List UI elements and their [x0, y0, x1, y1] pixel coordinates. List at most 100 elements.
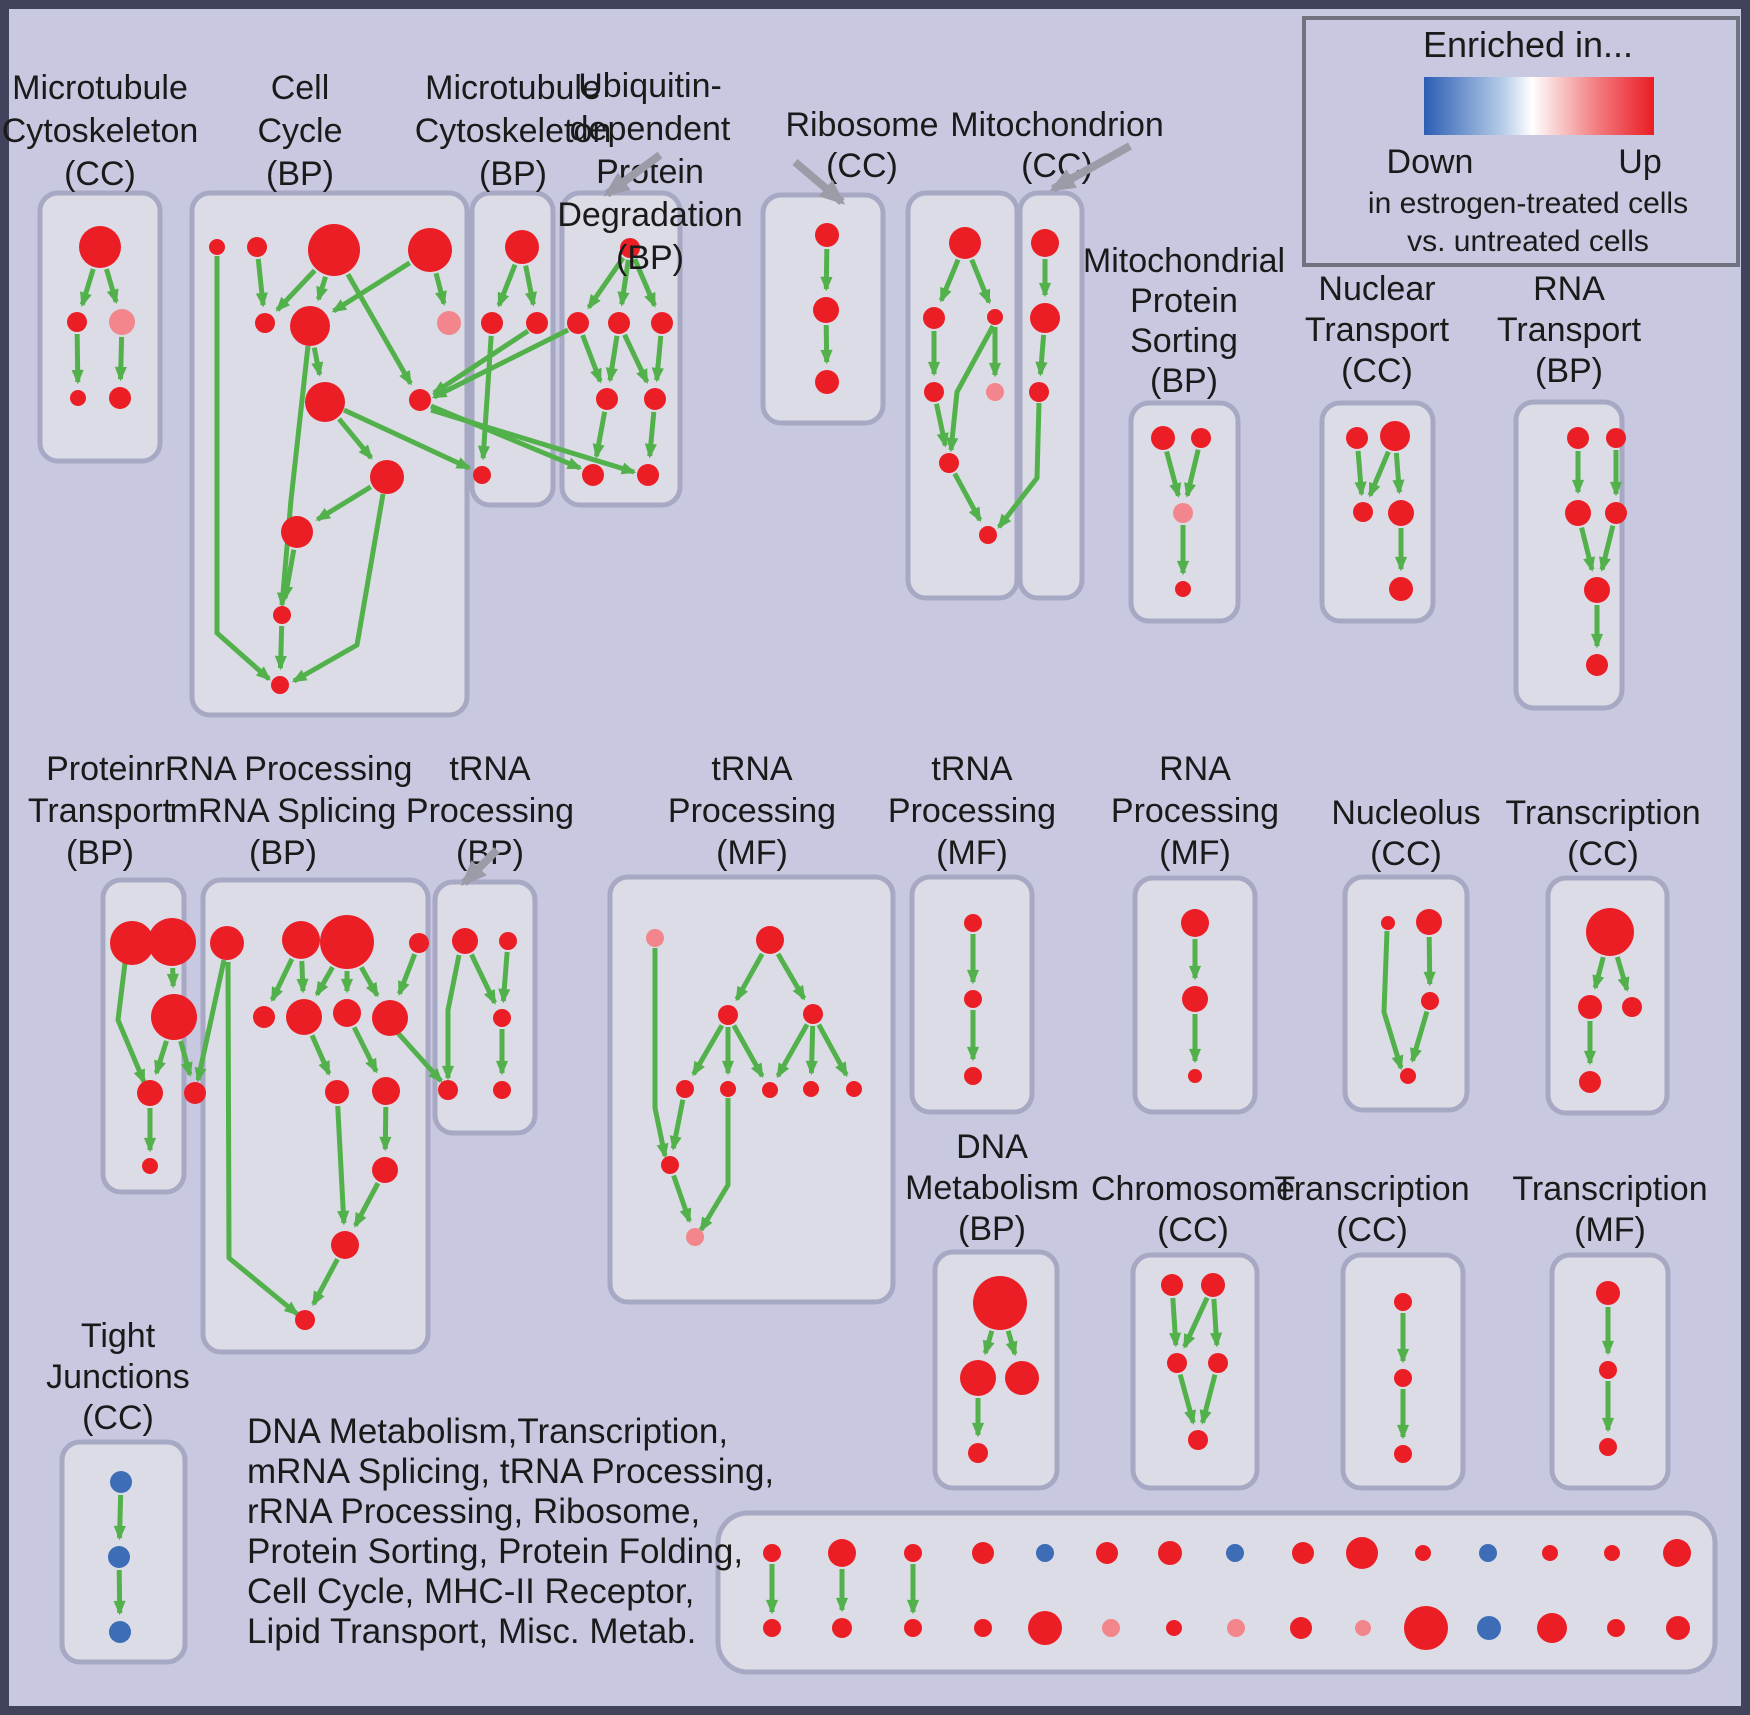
- go-term-node[interactable]: [1181, 909, 1209, 937]
- go-term-node[interactable]: [247, 237, 267, 257]
- go-term-node[interactable]: [676, 1080, 694, 1098]
- go-term-node[interactable]: [473, 466, 491, 484]
- go-term-node[interactable]: [255, 313, 275, 333]
- go-term-node[interactable]: [1102, 1619, 1120, 1637]
- go-term-node[interactable]: [960, 1360, 996, 1396]
- go-term-node[interactable]: [408, 228, 452, 272]
- go-term-node[interactable]: [333, 999, 361, 1027]
- go-term-node[interactable]: [1346, 427, 1368, 449]
- go-term-node[interactable]: [1167, 1353, 1187, 1373]
- go-term-node[interactable]: [1477, 1616, 1501, 1640]
- go-term-node[interactable]: [986, 383, 1004, 401]
- go-term-node[interactable]: [409, 389, 431, 411]
- go-term-node[interactable]: [1346, 1537, 1378, 1569]
- go-term-node[interactable]: [964, 1067, 982, 1085]
- go-term-node[interactable]: [493, 1009, 511, 1027]
- go-term-node[interactable]: [1421, 992, 1439, 1010]
- go-term-node[interactable]: [1599, 1361, 1617, 1379]
- go-term-node[interactable]: [370, 460, 404, 494]
- go-term-node[interactable]: [620, 238, 640, 258]
- go-term-node[interactable]: [720, 1081, 736, 1097]
- go-term-node[interactable]: [832, 1618, 852, 1638]
- go-term-node[interactable]: [974, 1619, 992, 1637]
- go-term-node[interactable]: [109, 1621, 131, 1643]
- go-term-node[interactable]: [1389, 577, 1413, 601]
- go-term-node[interactable]: [964, 990, 982, 1008]
- go-term-node[interactable]: [1353, 502, 1373, 522]
- go-term-node[interactable]: [437, 311, 461, 335]
- go-term-node[interactable]: [1622, 997, 1642, 1017]
- go-term-node[interactable]: [1599, 1438, 1617, 1456]
- go-term-node[interactable]: [305, 382, 345, 422]
- go-term-node[interactable]: [151, 994, 197, 1040]
- go-term-node[interactable]: [763, 1619, 781, 1637]
- go-term-node[interactable]: [763, 1544, 781, 1562]
- go-term-node[interactable]: [1355, 1620, 1371, 1636]
- go-term-node[interactable]: [1226, 1544, 1244, 1562]
- go-term-node[interactable]: [286, 999, 322, 1035]
- go-term-node[interactable]: [1036, 1544, 1054, 1562]
- go-term-node[interactable]: [1028, 1611, 1062, 1645]
- go-term-node[interactable]: [282, 921, 320, 959]
- go-term-node[interactable]: [1158, 1541, 1182, 1565]
- go-term-node[interactable]: [1578, 995, 1602, 1019]
- go-term-node[interactable]: [1227, 1619, 1245, 1637]
- go-term-node[interactable]: [1404, 1606, 1448, 1650]
- go-term-node[interactable]: [968, 1443, 988, 1463]
- go-term-node[interactable]: [1161, 1274, 1183, 1296]
- go-term-node[interactable]: [1479, 1544, 1497, 1562]
- go-term-node[interactable]: [109, 387, 131, 409]
- go-term-node[interactable]: [1292, 1542, 1314, 1564]
- go-term-node[interactable]: [756, 926, 784, 954]
- go-term-node[interactable]: [372, 1000, 408, 1036]
- go-term-node[interactable]: [210, 926, 244, 960]
- go-term-node[interactable]: [1188, 1430, 1208, 1450]
- go-term-node[interactable]: [1096, 1542, 1118, 1564]
- go-term-node[interactable]: [949, 227, 981, 259]
- go-term-node[interactable]: [372, 1077, 400, 1105]
- go-term-node[interactable]: [803, 1081, 819, 1097]
- go-term-node[interactable]: [1394, 1445, 1412, 1463]
- go-term-node[interactable]: [209, 239, 225, 255]
- go-term-node[interactable]: [1005, 1361, 1039, 1395]
- go-term-node[interactable]: [331, 1231, 359, 1259]
- go-term-node[interactable]: [1584, 577, 1610, 603]
- go-term-node[interactable]: [1188, 1069, 1202, 1083]
- go-term-node[interactable]: [1400, 1068, 1416, 1084]
- go-term-node[interactable]: [923, 307, 945, 329]
- go-term-node[interactable]: [148, 918, 196, 966]
- go-term-node[interactable]: [1605, 502, 1627, 524]
- go-term-node[interactable]: [1663, 1539, 1691, 1567]
- go-term-node[interactable]: [1565, 500, 1591, 526]
- go-term-node[interactable]: [110, 1471, 132, 1493]
- go-term-node[interactable]: [1380, 421, 1410, 451]
- go-term-node[interactable]: [1173, 503, 1193, 523]
- go-term-node[interactable]: [184, 1082, 206, 1104]
- go-term-node[interactable]: [1388, 500, 1414, 526]
- go-term-node[interactable]: [493, 1081, 511, 1099]
- go-term-node[interactable]: [1030, 303, 1060, 333]
- go-term-node[interactable]: [1606, 428, 1626, 448]
- go-term-node[interactable]: [1031, 229, 1059, 257]
- go-term-node[interactable]: [904, 1619, 922, 1637]
- go-term-node[interactable]: [813, 297, 839, 323]
- go-term-node[interactable]: [939, 453, 959, 473]
- go-term-node[interactable]: [1290, 1617, 1312, 1639]
- go-term-node[interactable]: [67, 312, 87, 332]
- go-term-node[interactable]: [1586, 654, 1608, 676]
- go-term-node[interactable]: [1191, 428, 1211, 448]
- go-term-node[interactable]: [1394, 1293, 1412, 1311]
- go-term-node[interactable]: [70, 390, 86, 406]
- go-term-node[interactable]: [904, 1544, 922, 1562]
- go-term-node[interactable]: [137, 1080, 163, 1106]
- go-term-node[interactable]: [409, 933, 429, 953]
- go-term-node[interactable]: [1537, 1613, 1567, 1643]
- go-term-node[interactable]: [308, 224, 360, 276]
- go-term-node[interactable]: [320, 915, 374, 969]
- go-term-node[interactable]: [803, 1004, 823, 1024]
- go-term-node[interactable]: [372, 1157, 398, 1183]
- go-term-node[interactable]: [972, 1542, 994, 1564]
- go-term-node[interactable]: [644, 388, 666, 410]
- go-term-node[interactable]: [79, 226, 121, 268]
- go-term-node[interactable]: [1394, 1369, 1412, 1387]
